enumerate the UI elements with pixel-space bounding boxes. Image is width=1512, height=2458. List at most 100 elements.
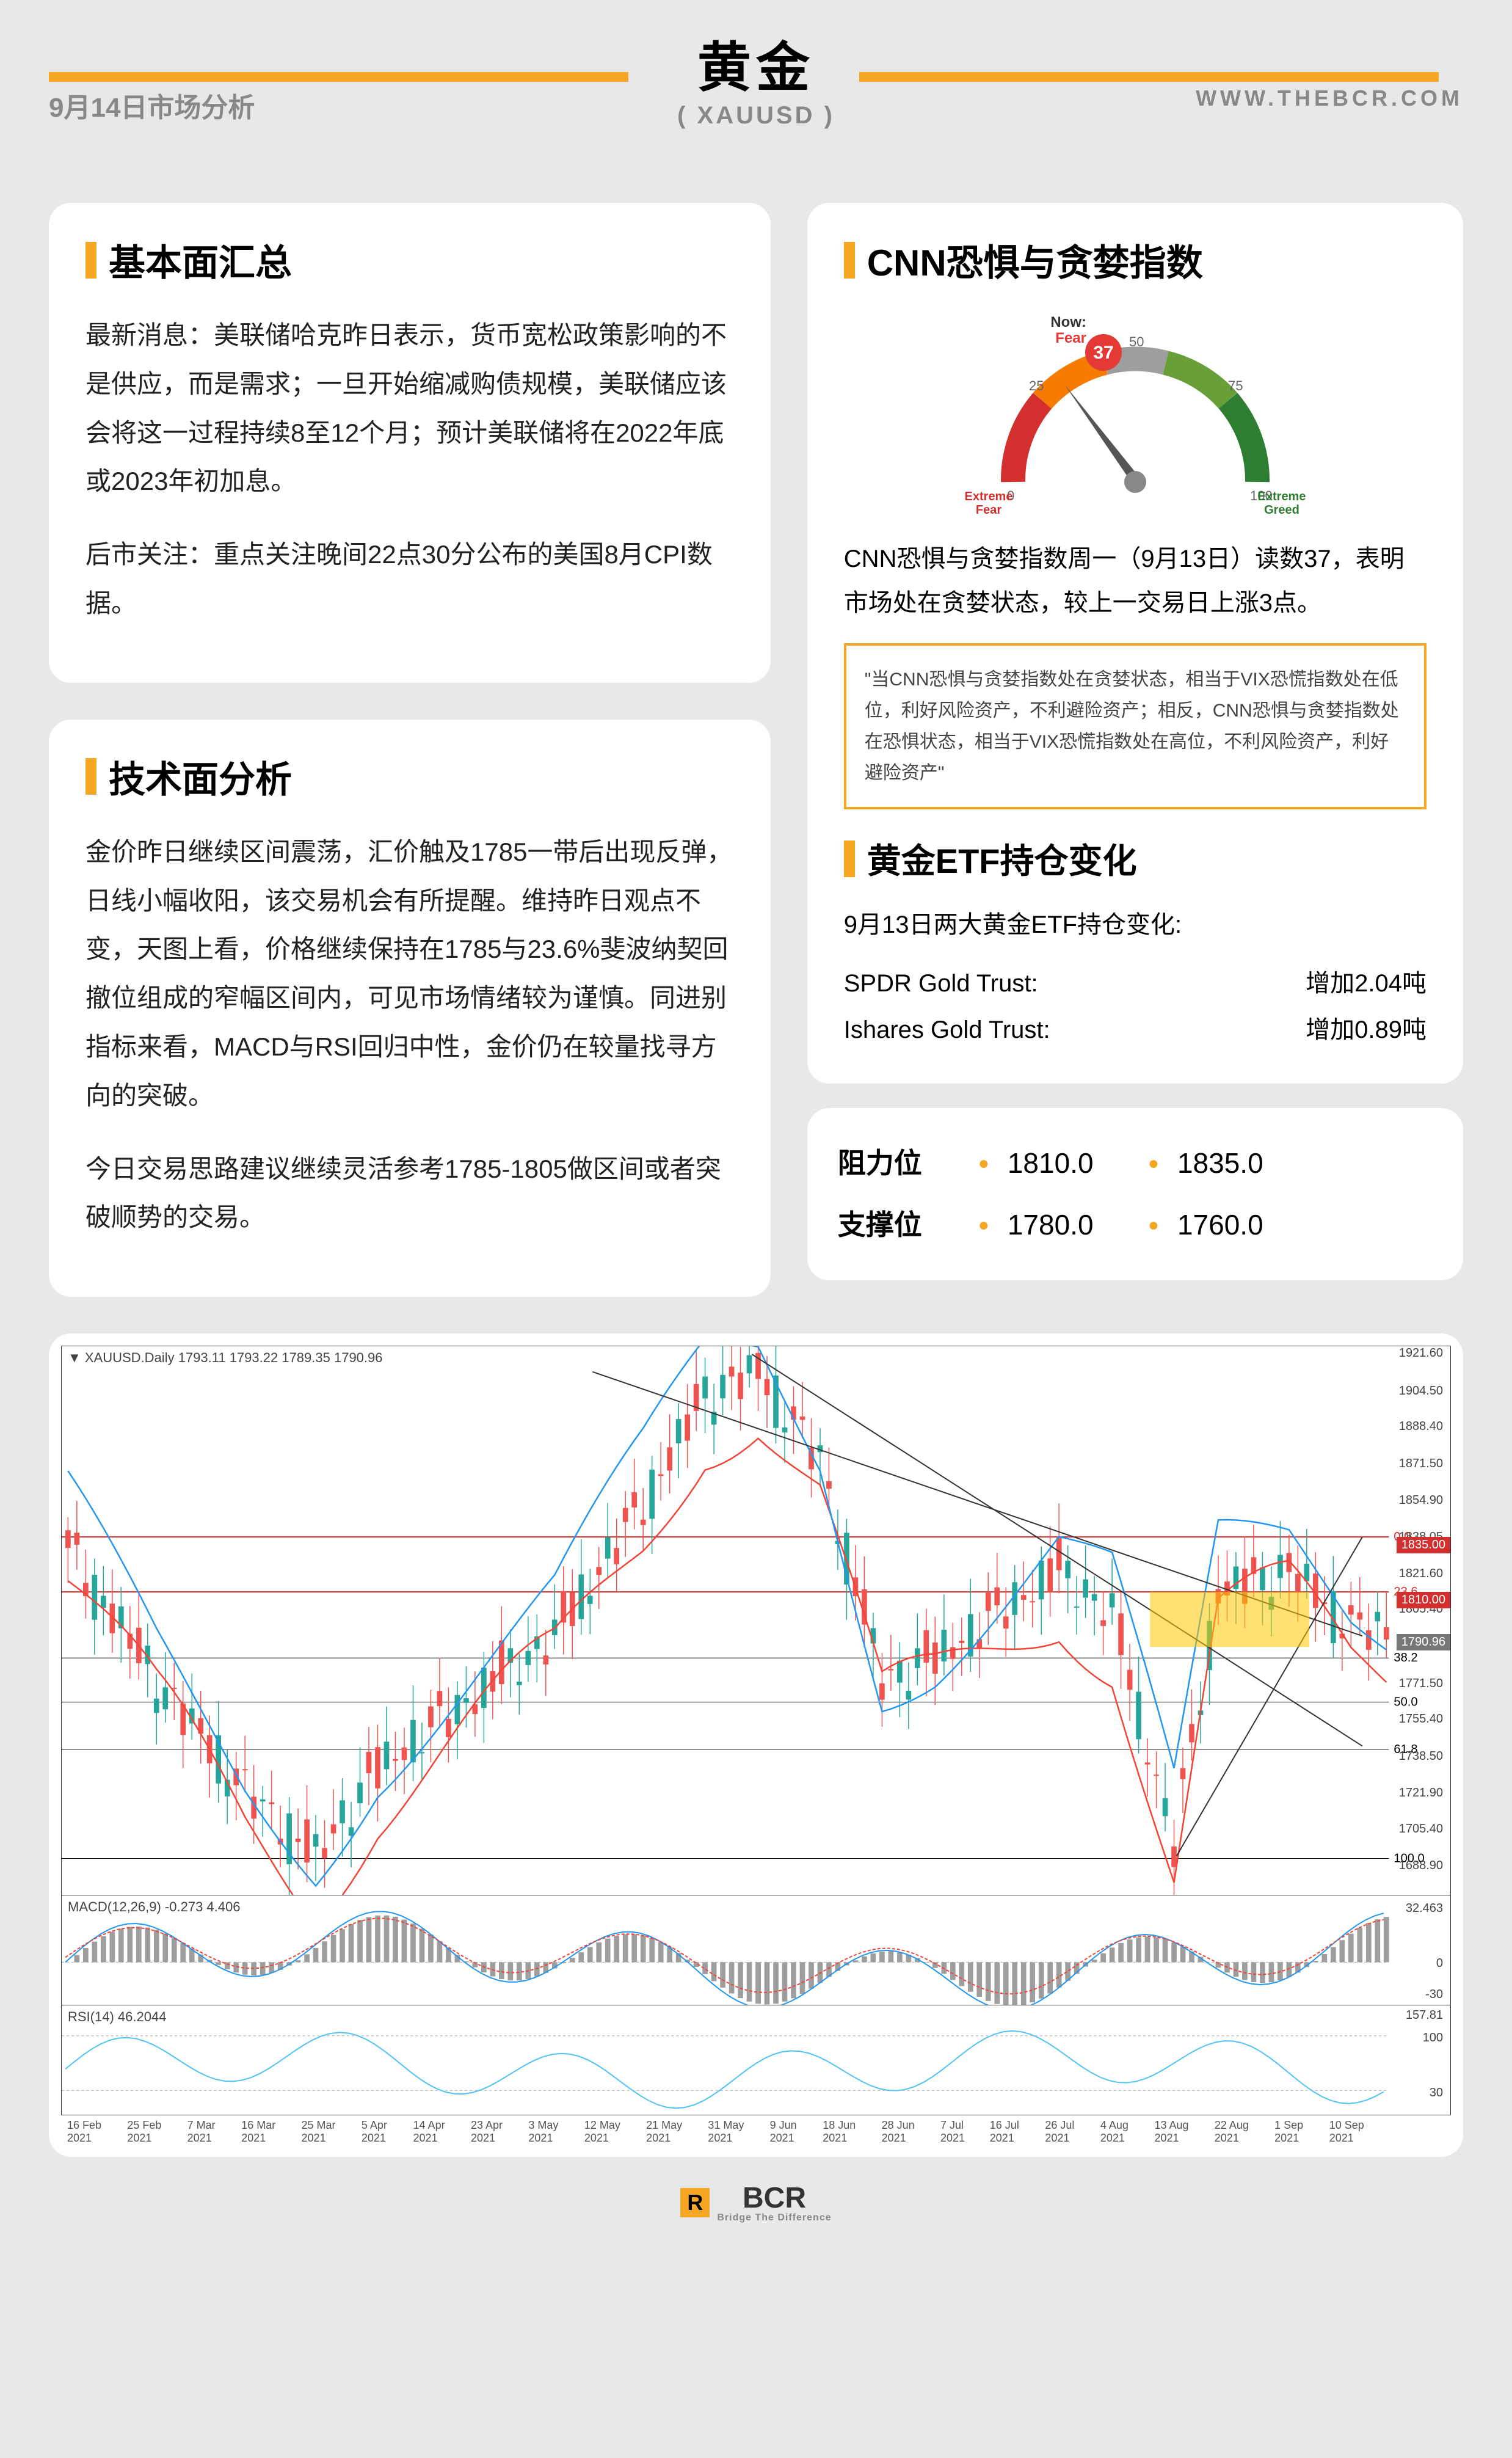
x-date: 7 Jul 2021 — [940, 2119, 990, 2145]
macd-label: MACD(12,26,9) -0.273 4.406 — [68, 1899, 241, 1915]
page-title: 黄金 — [677, 24, 835, 102]
x-date: 23 Apr 2021 — [471, 2119, 528, 2145]
site-url: WWW.THEBCR.COM — [1196, 86, 1463, 111]
x-date: 16 Jul 2021 — [990, 2119, 1045, 2145]
macd-tick: -30 — [1425, 1988, 1443, 2002]
price-tick: 1888.40 — [1399, 1420, 1443, 1434]
current-price-tag: 1790.96 — [1397, 1634, 1450, 1650]
resistance-val-2: 1835.0 — [1177, 1132, 1299, 1194]
fundamental-card: 基本面汇总 最新消息：美联储哈克昨日表示，货币宽松政策影响的不是供应，而是需求；… — [49, 203, 771, 683]
accent-bar-right — [859, 72, 1439, 82]
accent-icon — [844, 841, 855, 877]
price-tick: 1921.60 — [1399, 1346, 1443, 1360]
gauge-value: 37 — [1093, 343, 1113, 363]
accent-icon — [85, 242, 96, 279]
gauge-status: Fear — [1055, 330, 1086, 346]
news-label: 最新消息： — [85, 321, 214, 349]
price-tick: 1705.40 — [1399, 1822, 1443, 1836]
cnn-card: CNN恐惧与贪婪指数 0 25 50 75 100 — [807, 203, 1463, 1084]
levels-card: 阻力位 ● 1810.0 ● 1835.0 支撑位 ● 1780.0 ● 176… — [807, 1108, 1463, 1280]
x-date: 26 Jul 2021 — [1045, 2119, 1100, 2145]
resistance-val-1: 1810.0 — [1008, 1132, 1130, 1194]
cnn-quote: "当CNN恐惧与贪婪指数处在贪婪状态，相当于VIX恐慌指数处在低位，利好风险资产… — [844, 643, 1427, 809]
gauge-left-label: ExtremeFear — [964, 490, 1012, 517]
x-date: 10 Sep 2021 — [1329, 2119, 1390, 2145]
rsi-tick: 157.81 — [1406, 2008, 1443, 2022]
bullet-icon: ● — [1148, 1143, 1159, 1184]
price-tick: 1904.50 — [1399, 1384, 1443, 1398]
price-chart: ▼ XAUUSD.Daily 1793.11 1793.22 1789.35 1… — [61, 1346, 1451, 1895]
macd-tick: 0 — [1436, 1957, 1443, 1971]
technical-p1: 金价昨日继续区间震荡，汇价触及1785一带后出现反弹，日线小幅收阳，该交易机会有… — [85, 828, 734, 1120]
price-tag: 1810.00 — [1397, 1592, 1450, 1608]
rsi-label: RSI(14) 46.2044 — [68, 2009, 166, 2025]
support-val-2: 1760.0 — [1177, 1194, 1299, 1256]
x-date: 28 Jun 2021 — [882, 2119, 940, 2145]
candlestick-chart: 0.023.638.250.061.8100.0 — [62, 1346, 1450, 1895]
etf-value: 增加2.04吨 — [1306, 960, 1427, 1007]
rsi-chart: RSI(14) 46.2044 157.81 100 30 — [61, 2005, 1451, 2115]
gauge-right-label: ExtremeGreed — [1257, 490, 1306, 517]
resistance-label: 阻力位 — [838, 1132, 960, 1194]
footer-brand: BCR — [743, 2182, 806, 2214]
x-date: 7 Mar 2021 — [187, 2119, 242, 2145]
technical-title: 技术面分析 — [109, 750, 292, 803]
x-date: 1 Sep 2021 — [1274, 2119, 1329, 2145]
price-tag: 1835.00 — [1397, 1537, 1450, 1553]
etf-row: Ishares Gold Trust: 增加0.89吨 — [844, 1007, 1427, 1053]
etf-value: 增加0.89吨 — [1306, 1007, 1427, 1053]
rsi-svg — [62, 2005, 1450, 2115]
support-label: 支撑位 — [838, 1194, 960, 1256]
fundamental-title: 基本面汇总 — [109, 233, 292, 286]
x-date: 25 Feb 2021 — [127, 2119, 187, 2145]
page-subtitle: ( XAUUSD ) — [677, 102, 835, 129]
x-date: 3 May 2021 — [528, 2119, 584, 2145]
x-date: 25 Mar 2021 — [302, 2119, 362, 2145]
gauge-tick-50: 50 — [1129, 334, 1144, 349]
fear-greed-gauge: 0 25 50 75 100 37 Now: Fear ExtremeFear … — [964, 311, 1306, 519]
support-val-1: 1780.0 — [1008, 1194, 1130, 1256]
x-date: 22 Aug 2021 — [1215, 2119, 1274, 2145]
x-date: 14 Apr 2021 — [413, 2119, 471, 2145]
x-date: 31 May 2021 — [708, 2119, 769, 2145]
gauge-needle — [1064, 384, 1138, 482]
accent-bar-left — [49, 72, 628, 82]
svg-text:50.0: 50.0 — [1394, 1696, 1417, 1709]
price-tick: 1854.90 — [1399, 1493, 1443, 1508]
etf-row: SPDR Gold Trust: 增加2.04吨 — [844, 960, 1427, 1007]
technical-card: 技术面分析 金价昨日继续区间震荡，汇价触及1785一带后出现反弹，日线小幅收阳，… — [49, 720, 771, 1297]
chart-card: ▼ XAUUSD.Daily 1793.11 1793.22 1789.35 1… — [49, 1333, 1463, 2157]
etf-subtitle: 9月13日两大黄金ETF持仓变化: — [844, 902, 1427, 948]
footer-tagline: Bridge The Difference — [717, 2212, 831, 2223]
x-date: 5 Apr 2021 — [362, 2119, 413, 2145]
bullet-icon: ● — [978, 1205, 989, 1245]
etf-name: SPDR Gold Trust: — [844, 960, 1038, 1007]
price-tick: 1738.50 — [1399, 1749, 1443, 1763]
x-date: 18 Jun 2021 — [823, 2119, 881, 2145]
x-date: 13 Aug 2021 — [1154, 2119, 1214, 2145]
price-tick: 1821.60 — [1399, 1567, 1443, 1581]
footer: R BCR Bridge The Difference — [49, 2181, 1463, 2223]
price-tick: 1721.90 — [1399, 1786, 1443, 1800]
macd-svg — [62, 1895, 1450, 2005]
macd-chart: MACD(12,26,9) -0.273 4.406 32.463 0 -30 — [61, 1895, 1451, 2005]
accent-icon — [844, 242, 855, 279]
bullet-icon: ● — [978, 1143, 989, 1184]
x-date: 16 Feb 2021 — [67, 2119, 127, 2145]
bullet-icon: ● — [1148, 1205, 1159, 1245]
cnn-description: CNN恐惧与贪婪指数周一（9月13日）读数37，表明市场处在贪婪状态，较上一交易… — [844, 537, 1427, 625]
rsi-tick: 30 — [1430, 2086, 1443, 2100]
date-label: 9月14日市场分析 — [49, 86, 255, 125]
x-date: 12 May 2021 — [584, 2119, 646, 2145]
chart-symbol-label: ▼ XAUUSD.Daily 1793.11 1793.22 1789.35 1… — [68, 1350, 383, 1366]
rsi-tick: 100 — [1423, 2031, 1443, 2045]
gauge-now-label: Now: — [1050, 314, 1086, 330]
price-tick: 1755.40 — [1399, 1712, 1443, 1726]
price-tick: 1688.90 — [1399, 1859, 1443, 1873]
accent-icon — [85, 758, 96, 795]
price-tick: 1771.50 — [1399, 1677, 1443, 1691]
gauge-tick-75: 75 — [1228, 378, 1243, 393]
title-block: 黄金 ( XAUUSD ) — [653, 24, 859, 129]
etf-title: 黄金ETF持仓变化 — [867, 834, 1137, 883]
macd-tick: 32.463 — [1406, 1902, 1443, 1916]
